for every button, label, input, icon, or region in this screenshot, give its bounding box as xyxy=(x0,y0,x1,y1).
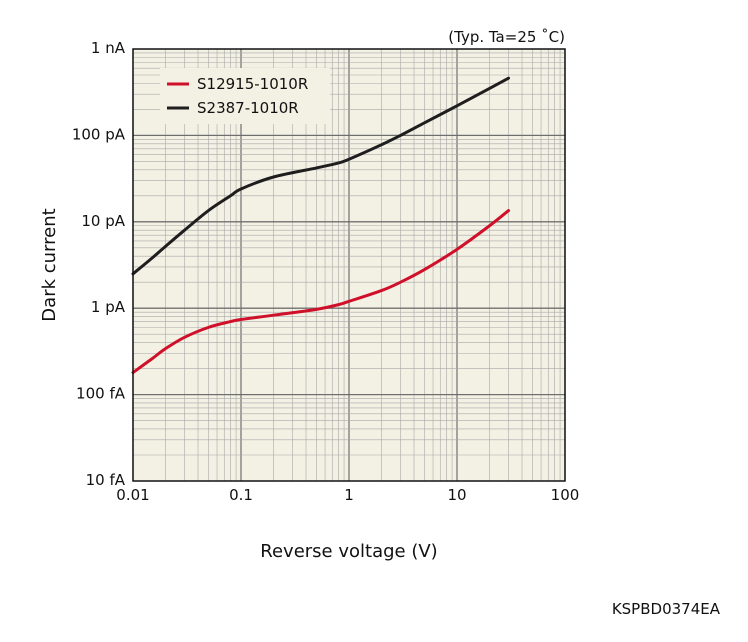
y-tick-label: 10 pA xyxy=(81,212,125,230)
x-tick-labels: 0.01 0.1 1 10 100 xyxy=(116,486,579,504)
y-tick-label: 100 pA xyxy=(72,125,126,143)
y-tick-label: 100 fA xyxy=(76,385,126,403)
x-tick-label: 1 xyxy=(344,486,354,504)
y-axis-label: Dark current xyxy=(39,208,60,321)
series-line-s12915-1010r xyxy=(131,209,511,375)
figure-code: KSPBD0374EA xyxy=(612,600,721,618)
y-tick-label: 1 nA xyxy=(91,39,126,57)
series-line-s2387-1010r xyxy=(131,76,511,276)
legend: S12915-1010R S2387-1010R xyxy=(160,68,330,124)
plot-frame xyxy=(132,48,566,482)
y-tick-label: 10 fA xyxy=(86,471,126,489)
x-tick-label: 0.1 xyxy=(229,486,253,504)
x-tick-label: 100 xyxy=(551,486,580,504)
x-axis-label: Reverse voltage (V) xyxy=(260,541,437,562)
x-tick-label: 10 xyxy=(447,486,466,504)
series-group xyxy=(131,76,511,375)
y-tick-label: 1 pA xyxy=(91,298,126,316)
legend-box xyxy=(160,68,330,124)
x-tick-label: 0.01 xyxy=(116,486,149,504)
conditions-note: (Typ. Ta=25 ˚C) xyxy=(448,28,565,46)
y-tick-labels: 10 fA 100 fA 1 pA 10 pA 100 pA 1 nA xyxy=(72,39,126,489)
legend-label-s12915: S12915-1010R xyxy=(197,75,308,93)
legend-label-s2387: S2387-1010R xyxy=(197,99,299,117)
